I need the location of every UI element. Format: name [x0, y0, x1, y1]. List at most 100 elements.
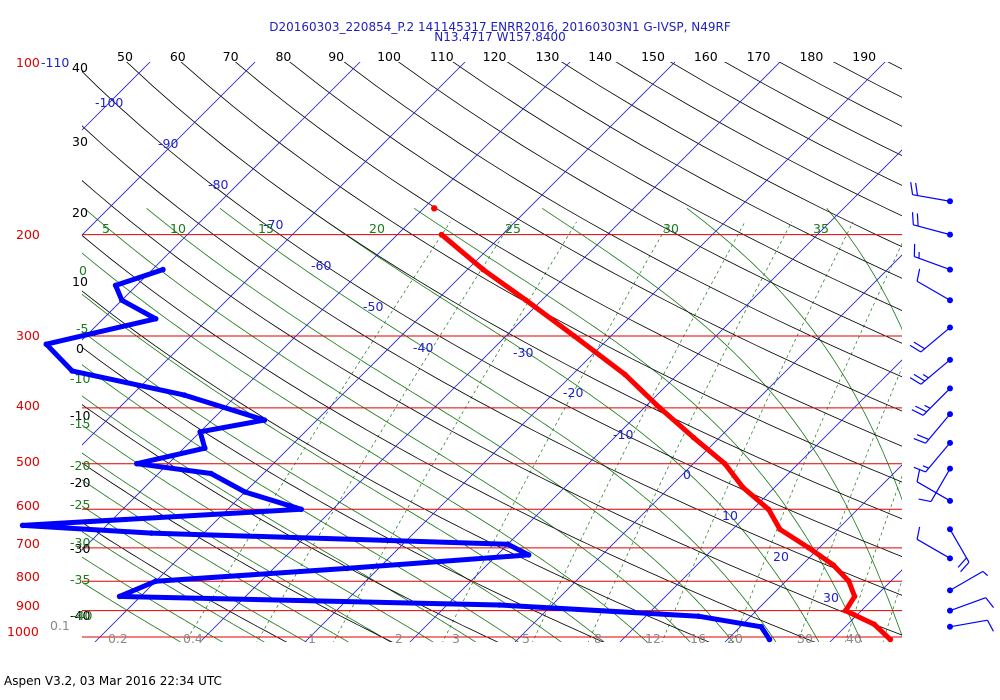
moist-adiabat-top-label-5: 5 [102, 221, 110, 236]
wind-barb-staff [930, 468, 951, 502]
wind-barb-staff [912, 194, 951, 202]
moist-adiabat-left-label-m40: -40 [72, 608, 92, 623]
wind-barb [911, 385, 953, 416]
left-column-label-40: 40 [72, 60, 88, 75]
isotherm-label-m100: -100 [95, 95, 123, 110]
mixing-ratio-label-8: 8 [594, 631, 602, 646]
wind-barb-full-flag [911, 212, 914, 225]
top-scale-label-80: 80 [275, 49, 291, 64]
temperature-point [740, 484, 746, 491]
top-scale-label-160: 160 [694, 49, 718, 64]
wind-barb [909, 324, 953, 353]
moist-adiabat-left-label-m20: -20 [70, 458, 90, 473]
temperature-point [805, 545, 812, 551]
mixing-ratio-label-12: 12 [645, 631, 661, 646]
isotherm-label-20: 20 [773, 549, 789, 564]
wind-barb-staff [949, 619, 988, 628]
wind-barb-full-flag [915, 405, 927, 413]
temperature-point [722, 460, 728, 467]
dewpoint-point [197, 429, 203, 435]
wind-barb-full-flag [960, 561, 970, 573]
wind-barb [913, 243, 953, 273]
dewpoint-point [160, 266, 166, 273]
dewpoint-point [496, 602, 503, 608]
moist-adiabat-line [219, 207, 777, 642]
temperature-point [842, 607, 849, 614]
mixing-ratio-line [532, 221, 746, 642]
dry-adiabat-line [82, 521, 288, 642]
wind-barb-staff [925, 413, 951, 444]
wind-barb [911, 212, 953, 238]
top-scale-label-100: 100 [377, 49, 401, 64]
mixing-ratio-line [882, 579, 902, 642]
top-scale-labels: 50 60 70 80 90 100 110 120 130 140 150 160 170 180 190 [117, 49, 876, 64]
isotherm-label-m30: -30 [513, 345, 533, 360]
wind-barb-full-flag [916, 213, 919, 227]
wind-barb-staff [913, 224, 951, 236]
pressure-label-600: 600 [16, 498, 40, 513]
top-scale-label-140: 140 [588, 49, 612, 64]
left-column-label-20: 20 [72, 205, 88, 220]
moist-adiabat-top-labels: 5 10 15 20 25 30 35 [102, 221, 829, 236]
mixing-ratio-label-0p1: 0.1 [50, 618, 70, 633]
isotherm-label-m60: -60 [311, 258, 331, 273]
isotherm-label-30: 30 [823, 590, 839, 605]
mixing-ratio-label-16: 16 [690, 631, 706, 646]
isotherm-label-m80: -80 [208, 177, 228, 192]
temperature-point [846, 578, 852, 584]
temperature-point [851, 593, 858, 600]
top-scale-label-50: 50 [117, 49, 133, 64]
wind-barb-half-flag [924, 404, 931, 409]
moist-adiabat-left-label-m35: -35 [70, 572, 90, 587]
isotherm-label-0: 0 [683, 467, 691, 482]
dewpoint-line [20, 267, 772, 642]
wind-barb-full-flag [916, 469, 921, 482]
moist-adiabat-top-label-20: 20 [369, 221, 385, 236]
dewpoint-point [19, 522, 26, 529]
left-column-label-m20: -20 [70, 475, 90, 490]
left-column-label-30: 30 [72, 134, 88, 149]
wind-barb [947, 570, 989, 594]
isotherm-line [94, 62, 676, 642]
mixing-ratio-label-20: 20 [727, 631, 743, 646]
isotherm-line [928, 49, 1000, 650]
wind-barb-full-flag [911, 409, 924, 416]
wind-barb-staff [949, 529, 970, 563]
wind-barb-full-flag [916, 526, 921, 540]
pressure-label-200: 200 [16, 227, 40, 242]
dewpoint-point [69, 368, 75, 374]
mixing-ratio-label-30: 30 [797, 631, 813, 646]
wind-barb-staff [949, 570, 984, 591]
temperature-point [871, 621, 877, 627]
wind-barb-full-flag [985, 597, 995, 608]
dewpoint-point [202, 445, 208, 452]
mixing-ratio-lines [185, 221, 902, 642]
wind-barb [947, 597, 995, 614]
mixing-ratio-line [587, 221, 793, 642]
dry-adiabat-line [180, 62, 902, 483]
dry-adiabat-line [82, 180, 902, 636]
dewpoint-point [152, 316, 159, 322]
dewpoint-point [43, 341, 50, 348]
dry-adiabat-line [82, 404, 499, 642]
dry-adiabat-line [452, 62, 902, 311]
wind-barb-full-flag [909, 377, 922, 385]
mixing-ratio-line [256, 221, 512, 642]
moist-adiabat-line [686, 207, 902, 501]
moist-adiabat-line [82, 531, 265, 642]
temperature-point [438, 231, 445, 238]
wind-barb-staff [920, 359, 951, 385]
moist-adiabat-line [82, 452, 392, 642]
moist-adiabat-line [307, 207, 820, 642]
moist-adiabat-left-label-m30: -30 [70, 535, 90, 550]
pressure-label-700: 700 [16, 536, 40, 551]
isotherm-line [619, 359, 902, 642]
wind-barb-staff [914, 256, 951, 271]
isotherm-label-m90: -90 [158, 136, 178, 151]
wind-barb [913, 439, 953, 473]
dry-adiabat-line [397, 62, 902, 344]
moist-adiabat-top-label-10: 10 [170, 221, 186, 236]
wind-barb [910, 182, 953, 205]
temperature-point [622, 371, 628, 378]
diagram-labels: 100 -110 200 300 400 500 600 700 800 900… [7, 49, 876, 646]
